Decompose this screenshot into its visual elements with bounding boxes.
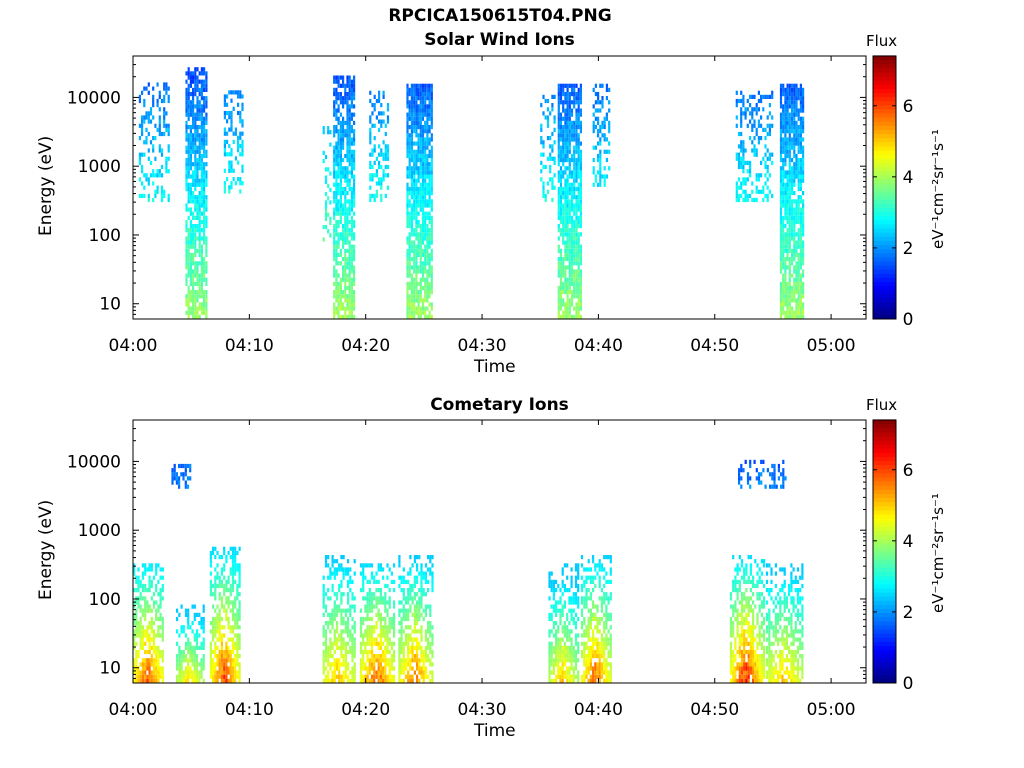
burst-0-6	[406, 83, 433, 319]
colorbar-0: 0 2 4 6	[872, 55, 914, 330]
colorbar-tick-label-0-0: 0	[903, 310, 914, 330]
y-tick-label-0-1: 100	[89, 226, 121, 246]
colorbar-tick-label-0-2: 4	[903, 168, 914, 188]
colorbar-tick-label-0-3: 6	[903, 97, 914, 117]
burst-0-2	[223, 90, 244, 194]
burst-0-3	[322, 126, 332, 242]
y-tick-label-1-2: 1000	[78, 521, 121, 541]
axes-frame-0	[132, 55, 867, 320]
figure-title: RPCICA150615T04.PNG	[388, 6, 612, 26]
burst-0-0	[138, 82, 170, 203]
colorbar-title-bottom: Flux	[866, 396, 898, 414]
x-tick-label-0-1: 04:10	[225, 336, 274, 356]
x-tick-label-0-3: 04:30	[458, 336, 507, 356]
x-tick-label-1-5: 04:50	[690, 700, 739, 720]
colorbar-1: 0 2 4 6	[872, 419, 914, 694]
panel-title-cometary: Cometary Ions	[430, 395, 569, 415]
x-tick-label-0-2: 04:20	[341, 336, 390, 356]
burst-1-1	[176, 604, 205, 683]
burst-1-9	[729, 555, 766, 683]
burst-1-4	[322, 555, 356, 683]
colorbar-tick-label-1-1: 2	[903, 603, 914, 623]
y-tick-label-0-2: 1000	[78, 157, 121, 177]
y-tick-label-1-3: 10000	[67, 452, 121, 472]
xlabel-top: Time	[474, 357, 516, 377]
colorbar-title-top: Flux	[866, 32, 898, 50]
x-tick-label-0-5: 04:50	[690, 336, 739, 356]
axes-frame-1	[132, 419, 867, 684]
burst-1-5	[359, 563, 396, 683]
burst-1-11	[738, 459, 787, 489]
x-tick-label-1-0: 04:00	[109, 700, 158, 720]
colorbar-frame-0	[872, 55, 897, 320]
y-tick-label-0-0: 10	[99, 295, 121, 315]
burst-0-9	[592, 83, 611, 187]
burst-1-8	[580, 555, 612, 683]
burst-0-4	[333, 75, 356, 319]
burst-1-6	[398, 555, 434, 683]
colorbar-tick-label-1-2: 4	[903, 532, 914, 552]
burst-1-3	[171, 463, 192, 489]
x-tick-label-1-3: 04:30	[458, 700, 507, 720]
colorbar-tick-label-1-3: 6	[903, 461, 914, 481]
y-tick-label-1-0: 10	[99, 659, 121, 679]
burst-1-0	[133, 563, 164, 683]
x-tick-label-0-4: 04:40	[574, 336, 623, 356]
x-tick-label-1-6: 05:00	[807, 700, 856, 720]
y-tick-label-1-1: 100	[89, 590, 121, 610]
xlabel-bottom: Time	[474, 721, 516, 741]
x-tick-label-1-4: 04:40	[574, 700, 623, 720]
burst-1-7	[548, 563, 580, 683]
y-tick-label-0-3: 10000	[67, 88, 121, 108]
x-tick-label-1-1: 04:10	[225, 700, 274, 720]
burst-0-1	[185, 67, 208, 319]
panel-0: 04:00 04:10 04:20 04:30 04:40 04:50 05:00 10 100…	[67, 55, 914, 356]
x-tick-label-1-2: 04:20	[341, 700, 390, 720]
burst-0-10	[735, 90, 774, 203]
colorbar-tick-label-1-0: 0	[903, 674, 914, 694]
burst-0-8	[557, 83, 582, 319]
panel-title-solar-wind: Solar Wind Ions	[424, 30, 575, 50]
burst-1-10	[765, 563, 804, 683]
burst-0-11	[779, 83, 805, 319]
burst-0-7	[540, 94, 556, 203]
x-tick-label-0-0: 04:00	[109, 336, 158, 356]
x-tick-label-0-6: 05:00	[807, 336, 856, 356]
panel-1: 04:00 04:10 04:20 04:30 04:40 04:50 05:00 10 100…	[67, 419, 914, 720]
colorbar-frame-1	[872, 419, 897, 684]
burst-0-5	[369, 90, 390, 203]
burst-1-2	[209, 546, 241, 683]
colorbar-tick-label-0-1: 2	[903, 239, 914, 259]
